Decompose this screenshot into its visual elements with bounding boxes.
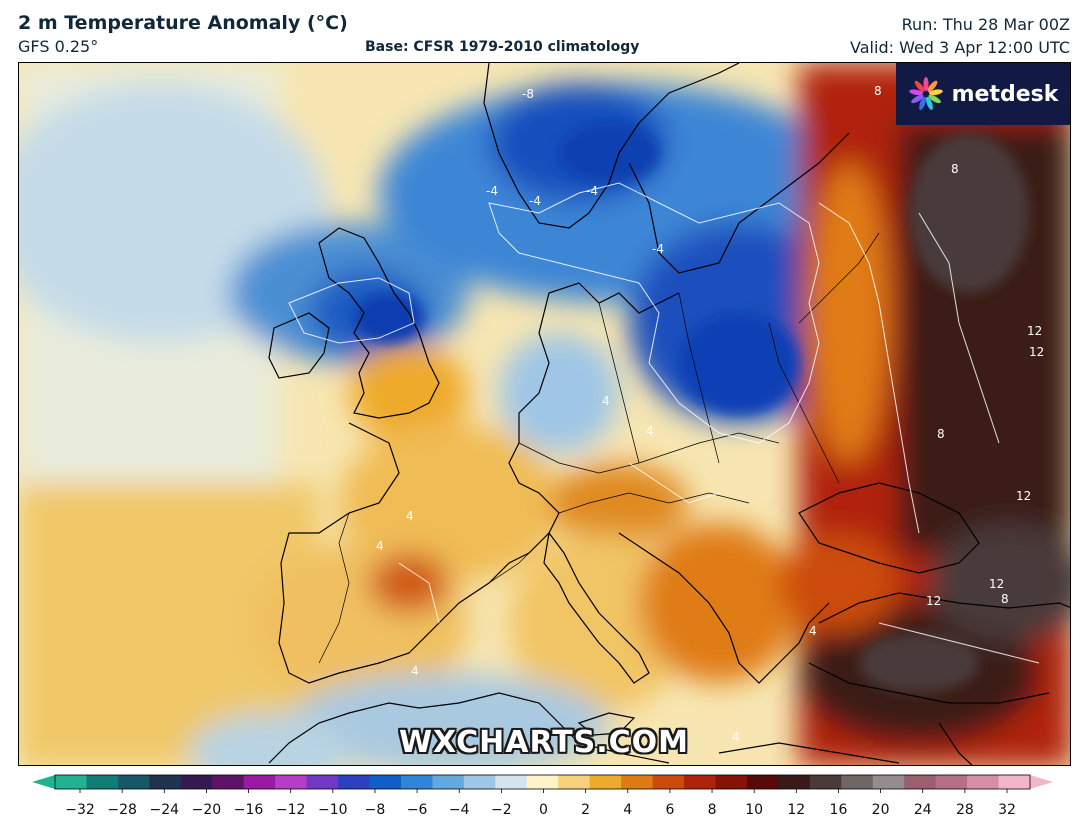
colorbar-cells [55,775,1031,789]
colorbar-tick-label: −4 [449,802,470,818]
colorbar-cell [935,775,968,789]
colorbar-cell [904,775,937,789]
colorbar-cell [180,775,213,789]
colorbar-tick-label: −28 [107,802,137,818]
colorbar-cell [558,775,591,789]
colorbar-tick-label: 0 [539,802,548,818]
contour-label: 8 [874,84,882,98]
colorbar-cell [149,775,182,789]
colorbar-cell [872,775,905,789]
metdesk-logo: metdesk [896,63,1070,125]
colorbar-cell [589,775,622,789]
colorbar-cell [621,775,654,789]
contour-label: -4 [586,184,598,198]
contour-label: 4 [406,509,414,523]
colorbar-tick-label: −20 [192,802,222,818]
model-label: GFS 0.25° [18,37,99,56]
colorbar-tick-label: −8 [365,802,386,818]
contour-label: 8 [951,162,959,176]
contour-label: 12 [1027,324,1042,338]
contour-label: -4 [486,184,498,198]
contour-label: 4 [376,539,384,553]
colorbar-cell [967,775,1000,789]
colorbar-tick-label: 10 [745,802,763,818]
base-label: Base: CFSR 1979-2010 climatology [365,39,640,55]
coastlines [268,63,1070,765]
colorbar-tick-label: 16 [830,802,848,818]
colorbar-cell [526,775,559,789]
colorbar-cell [998,775,1031,789]
contour-label: -4 [529,194,541,208]
colorbar-cell [463,775,496,789]
contour-label: 8 [1001,592,1009,606]
colorbar-tick-label: 32 [998,802,1016,818]
flower-icon [908,77,943,111]
colorbar-tick-label: 24 [914,802,932,818]
colorbar-cell [212,775,245,789]
contour-label: 12 [926,594,941,608]
colorbar-cell [809,775,842,789]
colorbar-cell [432,775,465,789]
contour-label: 8 [937,427,945,441]
colorbar-tick-label: −12 [276,802,306,818]
run-label: Run: Thu 28 Mar 00Z [901,15,1070,34]
colorbar-tick-label: −16 [234,802,264,818]
colorbar-cell [86,775,119,789]
contour-label: 4 [411,664,419,678]
colorbar-tick-label: 6 [665,802,674,818]
colorbar-cell [652,775,685,789]
colorbar-cell [841,775,874,789]
chart-title: 2 m Temperature Anomaly (°C) [18,12,348,34]
colorbar-cell [715,775,748,789]
colorbar-min-arrow [32,775,55,789]
colorbar-tick-label: 12 [787,802,805,818]
colorbar-cell [746,775,779,789]
colorbar-cell [338,775,371,789]
logo-text: metdesk [951,81,1059,107]
contour-label: 12 [989,577,1004,591]
colorbar-cell [684,775,717,789]
colorbar-cell [275,775,308,789]
colorbar: −32 −28 −24 −20 −16 −12 −10 −8 −6 −4 −2 0 2 4 6 8 10 12 16… [32,774,1053,818]
colorbar-tick-label: 4 [623,802,632,818]
country-borders [318,232,880,664]
contour-label: 12 [1029,345,1044,359]
colorbar-tick-label: −2 [491,802,512,818]
colorbar-cell [117,775,150,789]
colorbar-cell [306,775,339,789]
colorbar-frame [54,774,1031,790]
colorbar-cell [778,775,811,789]
watermark: WXCHARTS.COM [398,725,690,760]
contour-label: -8 [522,87,534,101]
colorbar-tick-label: 20 [872,802,890,818]
colorbar-tick-label: −24 [149,802,179,818]
colorbar-cell [55,775,88,789]
colorbar-tick-label: 8 [708,802,717,818]
contour-label: -4 [652,242,664,256]
colorbar-cell [243,775,276,789]
colorbar-tick-label: 2 [581,802,590,818]
temperature-anomaly-map: -8 -4 -4 -4 -4 4 4 4 4 4 4 4 8 8 8 8 12 … [18,62,1071,766]
contour-label: 4 [602,394,610,408]
valid-label: Valid: Wed 3 Apr 12:00 UTC [850,38,1070,57]
anomaly-detail [354,123,1029,693]
colorbar-cell [495,775,528,789]
contour-label-group: -8 -4 -4 -4 -4 4 4 4 4 4 4 4 8 8 8 8 12 … [376,84,1044,744]
colorbar-tick-label: −10 [318,802,348,818]
colorbar-tick-label: −32 [65,802,95,818]
colorbar-tick-label: 28 [956,802,974,818]
colorbar-cell [369,775,402,789]
colorbar-ticks: −32 −28 −24 −20 −16 −12 −10 −8 −6 −4 −2 0 2 4 6 8 10 12 16… [65,789,1016,818]
colorbar-cell [400,775,434,789]
contour-label: 4 [809,624,817,638]
colorbar-max-arrow [1030,775,1053,789]
map-canvas: -8 -4 -4 -4 -4 4 4 4 4 4 4 4 8 8 8 8 12 … [19,63,1070,765]
contour-label: 4 [732,730,740,744]
contour-label: 4 [646,424,654,438]
contour-lines [288,182,1040,664]
contour-label: 12 [1016,489,1031,503]
colorbar-tick-label: −6 [407,802,428,818]
